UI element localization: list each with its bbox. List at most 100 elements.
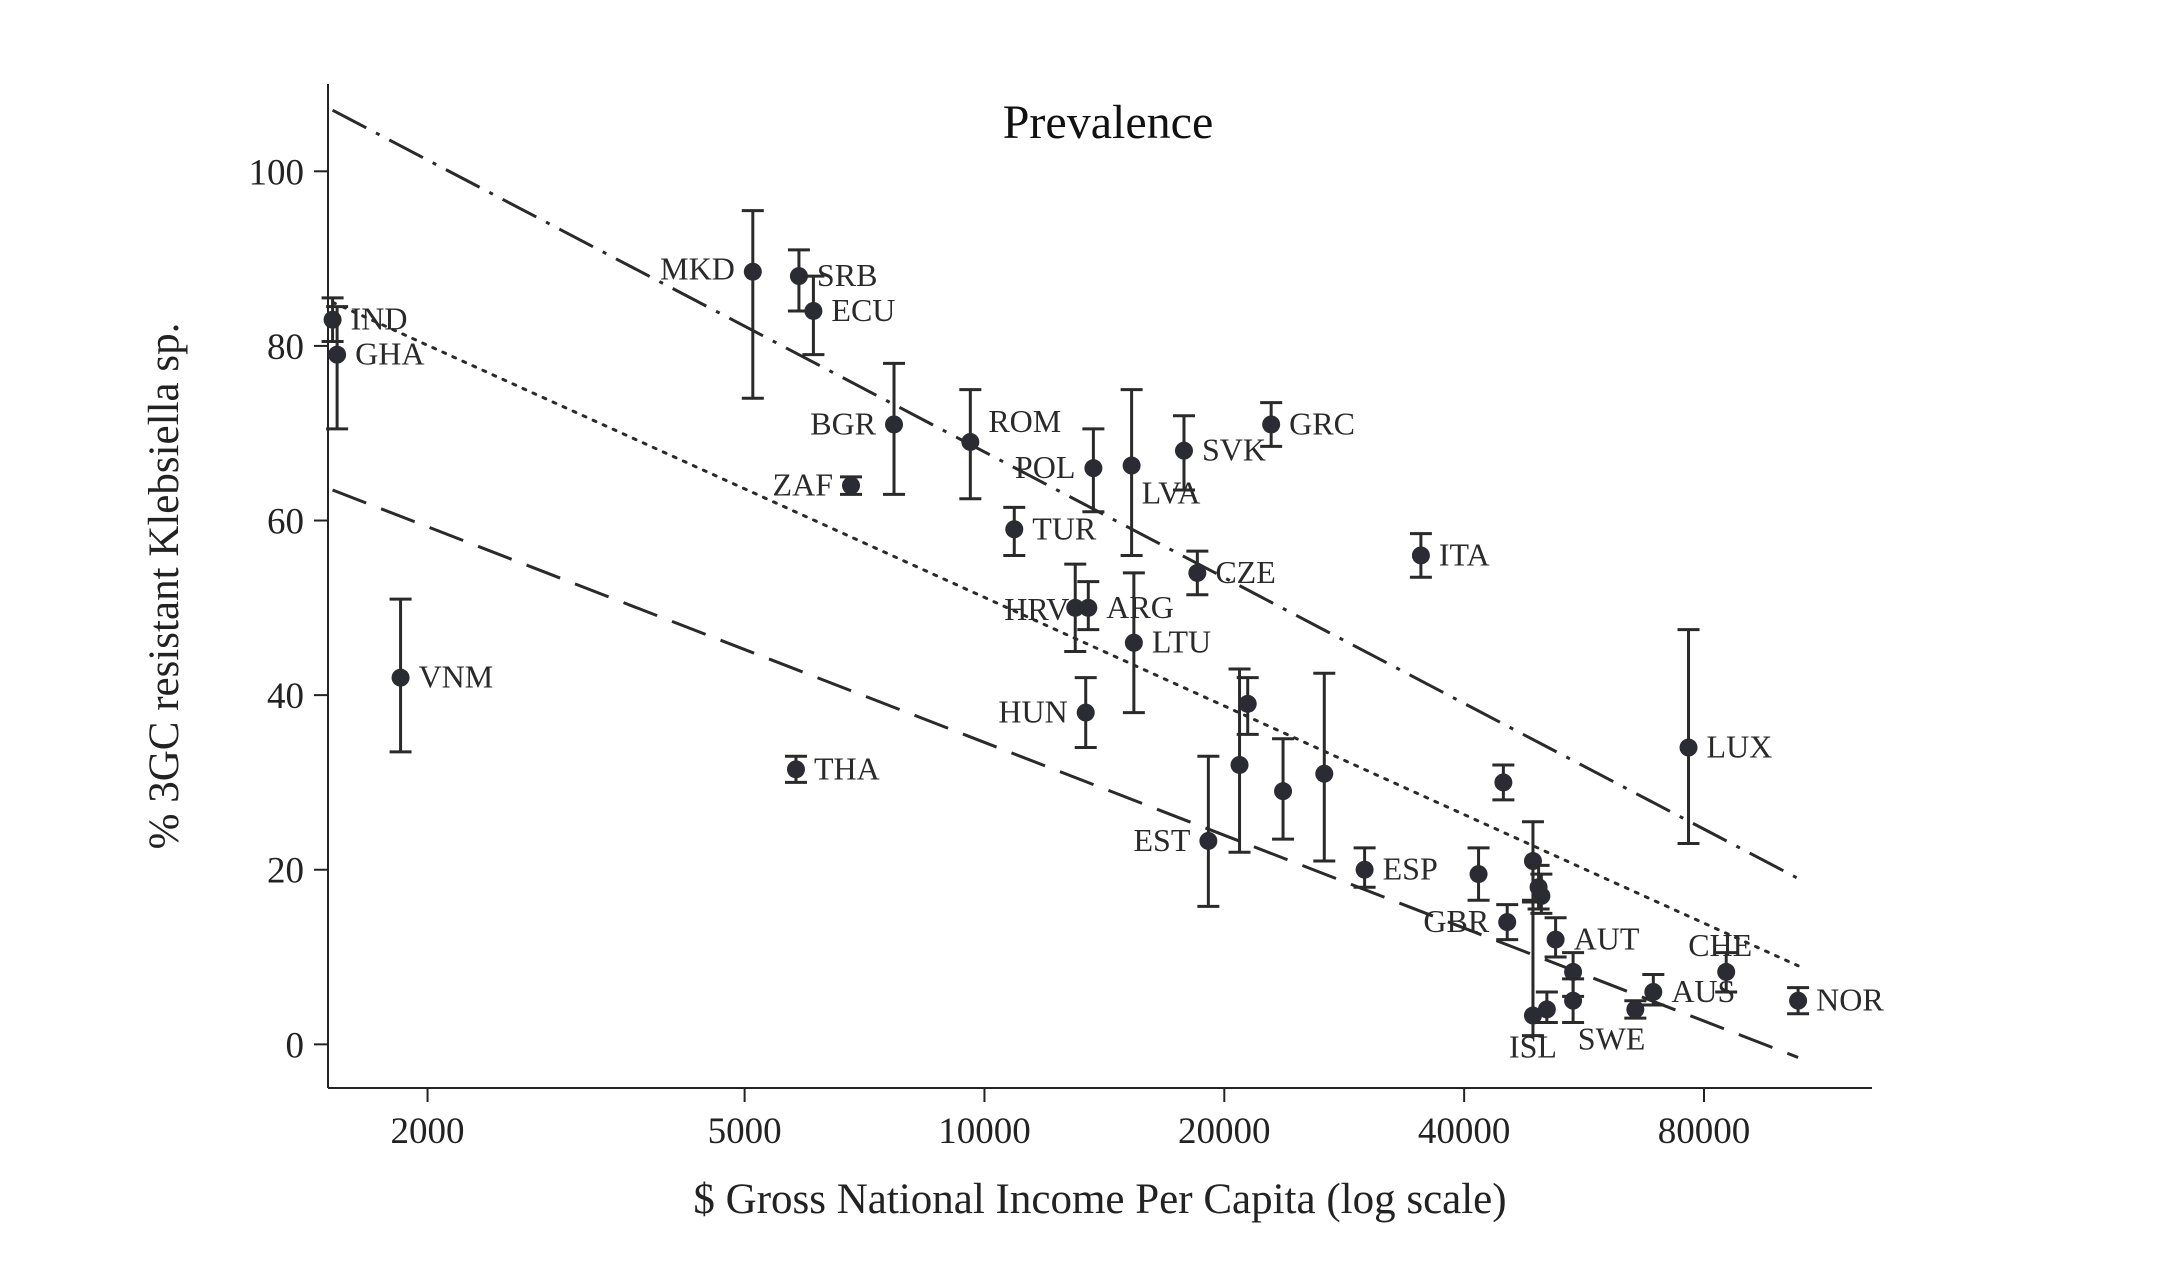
- point-marker: [1188, 563, 1207, 582]
- point-marker: [804, 301, 823, 320]
- point-marker: [1315, 764, 1334, 783]
- point-marker: [1079, 598, 1098, 617]
- point-marker: [1717, 962, 1736, 981]
- data-point-unlabeled: [1236, 676, 1259, 736]
- point-marker: [1789, 991, 1808, 1010]
- data-point-svk: SVK: [1172, 414, 1266, 492]
- point-marker: [1174, 441, 1193, 460]
- point-label: BGR: [810, 405, 876, 441]
- x-tick-label: 2000: [391, 1111, 465, 1152]
- point-label: ECU: [831, 292, 895, 328]
- point-label: HRV: [1004, 591, 1069, 627]
- point-label: ISL: [1509, 1029, 1557, 1065]
- y-tick-label: 40: [267, 676, 304, 717]
- data-point-vnm: VNM: [389, 597, 493, 754]
- data-point-unlabeled: [1562, 977, 1585, 1025]
- point-marker: [885, 415, 904, 434]
- point-marker: [1498, 913, 1517, 932]
- point-label: ZAF: [773, 467, 833, 503]
- point-label: SWE: [1578, 1020, 1646, 1056]
- point-marker: [786, 760, 805, 779]
- point-marker: [1546, 930, 1565, 949]
- trend-lines: [331, 108, 1800, 1059]
- y-tick-label: 0: [286, 1025, 305, 1066]
- point-marker: [1005, 520, 1024, 539]
- data-point-est: EST: [1133, 754, 1220, 908]
- data-point-isl: ISL: [1509, 900, 1557, 1065]
- point-label: ROM: [988, 403, 1061, 439]
- point-marker: [1532, 886, 1551, 905]
- point-marker: [1411, 546, 1430, 565]
- data-point-hrv: HRV: [1004, 562, 1087, 653]
- data-point-unlabeled: [1272, 737, 1295, 841]
- data-point-esp: ESP: [1353, 846, 1438, 889]
- data-point-tur: TUR: [1003, 505, 1097, 557]
- x-axis-label: $ Gross National Income Per Capita (log …: [693, 1176, 1506, 1223]
- point-marker: [328, 345, 347, 364]
- point-marker: [1644, 982, 1663, 1001]
- point-label: TUR: [1032, 510, 1097, 546]
- point-marker: [789, 267, 808, 286]
- data-point-unlabeled: [1228, 667, 1251, 854]
- point-marker: [1084, 459, 1103, 478]
- data-point-unlabeled: [1313, 671, 1336, 863]
- point-marker: [1230, 755, 1249, 774]
- data-point-unlabeled: [1492, 763, 1515, 802]
- point-marker: [1469, 865, 1488, 884]
- point-label: LVA: [1142, 475, 1201, 511]
- y-tick-label: 20: [267, 851, 304, 892]
- data-point-bgr: BGR: [810, 361, 906, 496]
- x-tick-label: 40000: [1418, 1111, 1511, 1152]
- data-point-hun: HUN: [998, 676, 1097, 750]
- point-marker: [1564, 991, 1583, 1010]
- data-point-che: CHE: [1688, 927, 1752, 994]
- point-marker: [1355, 860, 1374, 879]
- y-tick-label: 60: [267, 502, 304, 543]
- point-label: CZE: [1215, 554, 1275, 590]
- point-label: GRC: [1289, 405, 1355, 441]
- point-label: GHA: [355, 336, 424, 372]
- trend-line-dotted: [331, 300, 1800, 968]
- data-point-ecu: ECU: [802, 274, 895, 357]
- data-point-grc: GRC: [1260, 401, 1355, 448]
- data-point-tha: THA: [784, 750, 880, 786]
- point-label: NOR: [1816, 982, 1884, 1018]
- point-marker: [1124, 633, 1143, 652]
- data-point-gbr: GBR: [1423, 903, 1519, 942]
- point-label: ARG: [1106, 589, 1174, 625]
- point-label: LUX: [1707, 729, 1773, 765]
- chart-title: Prevalence: [1003, 96, 1214, 149]
- point-marker: [1122, 456, 1141, 475]
- y-tick-label: 80: [267, 327, 304, 368]
- y-tick-label: 100: [249, 152, 305, 193]
- data-point-lva: LVA: [1120, 388, 1201, 557]
- point-marker: [1494, 773, 1513, 792]
- point-marker: [842, 476, 861, 495]
- y-axis-label: % 3GC resistant Klebsiella sp.: [141, 323, 188, 850]
- data-point-zaf: ZAF: [773, 467, 863, 503]
- data-point-mkd: MKD: [660, 209, 764, 400]
- data-point-ita: ITA: [1409, 532, 1490, 579]
- point-label: LTU: [1152, 624, 1211, 660]
- point-label: SRB: [817, 257, 877, 293]
- point-marker: [961, 432, 980, 451]
- point-marker: [1066, 598, 1085, 617]
- data-point-srb: SRB: [787, 248, 877, 313]
- data-point-gha: GHA: [326, 305, 424, 431]
- point-marker: [1564, 962, 1583, 981]
- point-label: HUN: [998, 694, 1067, 730]
- point-marker: [391, 668, 410, 687]
- point-label: EST: [1133, 822, 1190, 858]
- point-label: THA: [814, 750, 880, 786]
- data-point-cze: CZE: [1186, 549, 1276, 597]
- point-label: ESP: [1383, 851, 1438, 887]
- point-label: AUT: [1574, 921, 1640, 957]
- x-tick-label: 20000: [1178, 1111, 1271, 1152]
- data-point-pol: POL: [1015, 427, 1105, 514]
- point-label: GBR: [1423, 903, 1489, 939]
- point-label: POL: [1015, 449, 1075, 485]
- point-label: CHE: [1688, 927, 1752, 963]
- point-marker: [323, 310, 342, 329]
- data-point-unlabeled: [1467, 846, 1490, 902]
